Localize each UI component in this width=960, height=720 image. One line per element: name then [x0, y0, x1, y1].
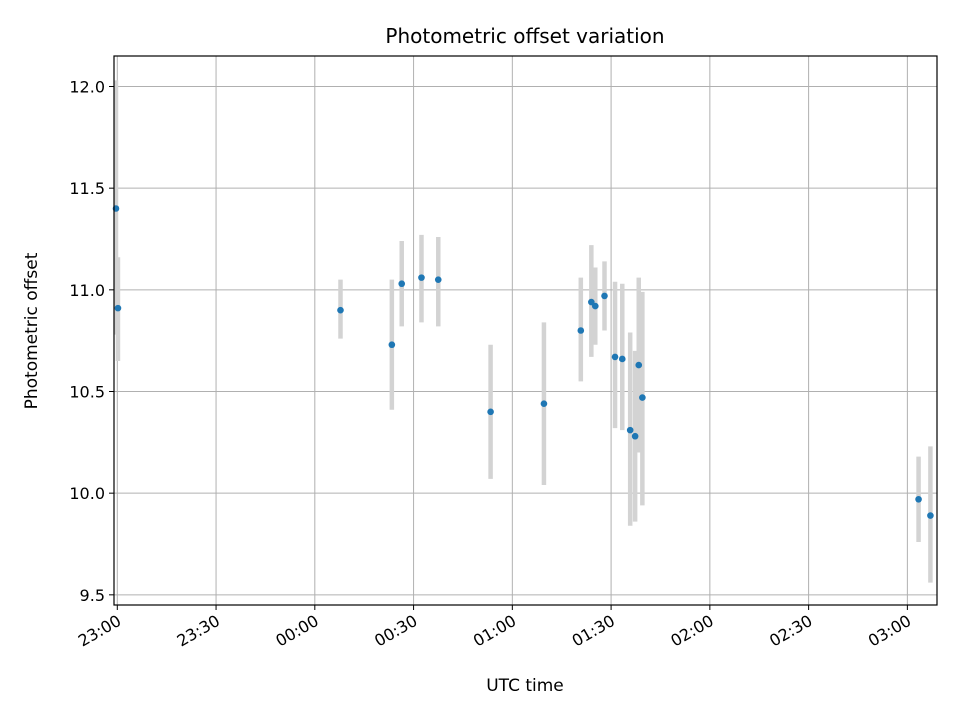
data-point	[631, 432, 639, 440]
data-point	[591, 302, 599, 310]
y-axis-label: Photometric offset	[22, 252, 42, 409]
data-point	[915, 495, 922, 503]
chart-title: Photometric offset variation	[385, 24, 664, 48]
plot-frame	[113, 55, 938, 606]
data-point	[927, 512, 934, 519]
data-point	[635, 361, 643, 369]
y-tick-label: 11.0	[69, 281, 105, 300]
data-point	[114, 304, 122, 312]
data-point	[487, 408, 494, 416]
data-point	[601, 292, 608, 300]
data-point	[618, 355, 626, 363]
data-point	[540, 400, 548, 408]
data-point	[577, 327, 585, 334]
y-tick-label: 10.5	[69, 383, 105, 402]
data-point	[388, 341, 396, 349]
data-points	[112, 205, 934, 519]
data-point	[611, 353, 619, 361]
data-point	[626, 426, 634, 434]
data-point	[337, 306, 344, 314]
data-point	[434, 276, 442, 283]
data-point	[639, 394, 646, 401]
data-point	[588, 298, 595, 306]
data-point	[398, 280, 406, 288]
y-tick-label: 10.0	[69, 484, 105, 503]
x-axis-label: UTC time	[486, 676, 564, 696]
y-axis-ticks: 9.5 10.0 10.5 11.0 11.5 12.0	[69, 78, 114, 605]
y-tick-label: 9.5	[80, 586, 105, 605]
data-point	[418, 274, 425, 281]
grid	[114, 56, 937, 605]
y-tick-label: 11.5	[69, 179, 105, 198]
y-tick-label: 12.0	[69, 78, 105, 97]
